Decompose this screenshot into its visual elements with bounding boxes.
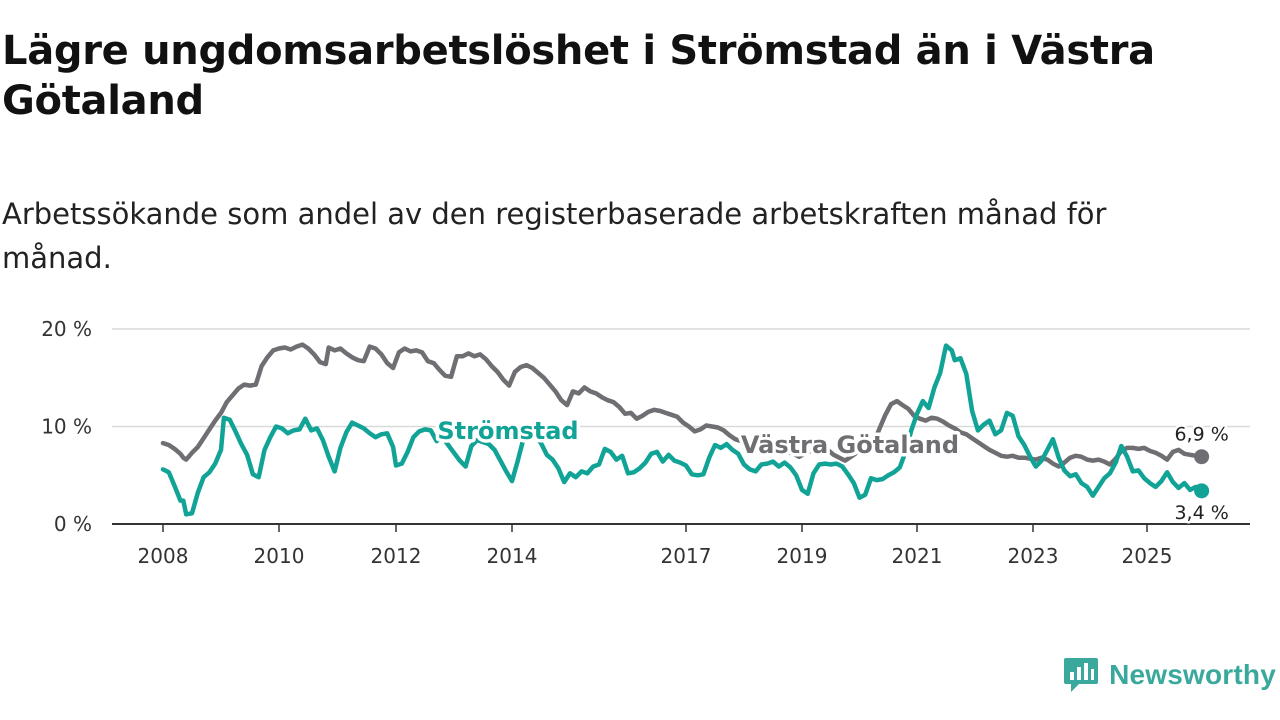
x-tick-label: 2021 <box>892 544 943 568</box>
x-tick-label: 2008 <box>138 544 189 568</box>
end-label-vastra-gotaland: 6,9 % <box>1174 424 1228 446</box>
end-marker-vastra-gotaland <box>1194 449 1210 465</box>
x-tick-label: 2019 <box>777 544 828 568</box>
y-tick-label: 0 % <box>54 512 92 536</box>
x-tick-label: 2014 <box>487 544 538 568</box>
series-line-stromstad <box>160 343 1204 517</box>
brand-name: Newsworthy <box>1109 659 1276 690</box>
chart-subtitle: Arbetssökande som andel av den registerb… <box>2 197 1107 275</box>
x-tick-label: 2010 <box>254 544 305 568</box>
x-tick-label: 2023 <box>1008 544 1059 568</box>
x-tick-label: 2017 <box>661 544 712 568</box>
x-tick-label: 2012 <box>371 544 422 568</box>
y-tick-label: 10 % <box>41 415 92 439</box>
chart-title: Lägre ungdomsarbetslöshet i Strömstad än… <box>2 28 1155 124</box>
end-marker-stromstad <box>1194 483 1210 499</box>
y-tick-label: 20 % <box>41 317 92 341</box>
series-label-stromstad: Strömstad <box>437 417 578 445</box>
end-label-stromstad: 3,4 % <box>1174 502 1228 524</box>
series-label-vastra-gotaland: Västra Götaland <box>741 431 959 459</box>
brand: Newsworthy <box>1063 656 1276 694</box>
x-tick-label: 2025 <box>1122 544 1173 568</box>
newsworthy-logo-icon <box>1064 658 1099 692</box>
